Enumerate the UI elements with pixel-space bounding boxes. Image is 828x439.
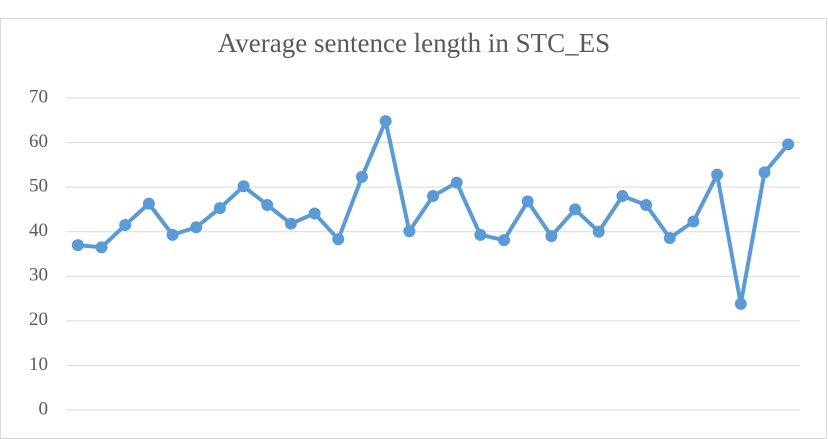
point [237, 180, 250, 193]
point [758, 166, 771, 179]
point [379, 115, 392, 128]
point [308, 207, 321, 220]
point [687, 215, 700, 228]
point [569, 203, 582, 216]
chart-title: Average sentence length in STC_ES [218, 28, 610, 58]
point [450, 176, 463, 189]
point [592, 225, 605, 238]
point [734, 297, 747, 310]
y-tick-label: 40 [29, 220, 48, 241]
point [521, 195, 534, 208]
point [545, 230, 558, 243]
y-tick-label: 20 [29, 309, 48, 330]
point [190, 221, 203, 234]
y-tick-label: 70 [29, 86, 48, 107]
y-tick-label: 0 [39, 398, 49, 419]
point [782, 138, 795, 151]
point [261, 198, 274, 211]
point [332, 233, 345, 246]
point [166, 228, 179, 241]
point [95, 241, 108, 254]
point [403, 225, 416, 238]
point [142, 197, 155, 210]
point [640, 198, 653, 211]
point [355, 170, 368, 183]
point [663, 231, 676, 244]
y-tick-label: 10 [29, 354, 48, 375]
point [616, 190, 629, 203]
point [474, 228, 487, 241]
point [284, 217, 297, 230]
point [427, 190, 439, 203]
point [213, 202, 226, 215]
y-tick-label: 60 [29, 131, 48, 152]
point [119, 219, 132, 232]
point [711, 168, 724, 181]
y-tick-label: 30 [29, 265, 48, 286]
point [71, 239, 84, 252]
point [498, 234, 511, 247]
y-tick-label: 50 [29, 176, 48, 197]
